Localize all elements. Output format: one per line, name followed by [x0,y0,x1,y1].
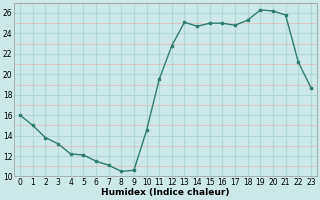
X-axis label: Humidex (Indice chaleur): Humidex (Indice chaleur) [101,188,230,197]
